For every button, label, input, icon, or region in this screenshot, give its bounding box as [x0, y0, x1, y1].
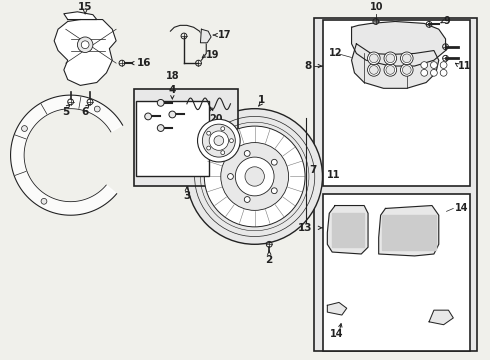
Circle shape — [400, 64, 413, 76]
Text: 3: 3 — [183, 191, 191, 201]
Circle shape — [22, 126, 27, 131]
Circle shape — [157, 125, 164, 131]
Circle shape — [77, 37, 93, 53]
Polygon shape — [332, 213, 364, 247]
Circle shape — [431, 69, 437, 76]
Text: 12: 12 — [329, 49, 343, 58]
Text: 19: 19 — [206, 50, 220, 60]
Circle shape — [369, 54, 378, 63]
Bar — [134, 89, 238, 186]
Circle shape — [221, 143, 289, 210]
Text: 11: 11 — [458, 61, 472, 71]
Text: 17: 17 — [218, 30, 231, 40]
Circle shape — [221, 151, 225, 154]
Text: 20: 20 — [209, 114, 222, 125]
Circle shape — [386, 54, 394, 63]
Circle shape — [369, 66, 378, 74]
Circle shape — [227, 174, 233, 179]
Circle shape — [169, 111, 176, 118]
Bar — [180, 99, 190, 108]
Polygon shape — [382, 215, 436, 250]
Text: 14: 14 — [330, 329, 344, 339]
Circle shape — [402, 54, 411, 63]
Circle shape — [368, 52, 380, 64]
Polygon shape — [429, 310, 453, 325]
Circle shape — [386, 66, 394, 74]
Text: 11: 11 — [327, 170, 341, 180]
Text: 2: 2 — [266, 255, 273, 265]
Polygon shape — [64, 12, 97, 19]
Text: 1: 1 — [258, 95, 265, 105]
Circle shape — [271, 159, 277, 165]
Circle shape — [245, 197, 250, 202]
Circle shape — [214, 136, 224, 145]
Bar — [137, 101, 209, 176]
Polygon shape — [379, 206, 439, 256]
Bar — [322, 19, 470, 186]
Text: 14: 14 — [455, 203, 469, 213]
Circle shape — [402, 66, 411, 74]
Circle shape — [197, 119, 240, 162]
Circle shape — [145, 113, 151, 120]
Circle shape — [187, 109, 322, 244]
Text: 4: 4 — [169, 85, 176, 95]
Text: 5: 5 — [62, 107, 70, 117]
Circle shape — [368, 64, 380, 76]
Circle shape — [421, 69, 428, 76]
Text: 7: 7 — [309, 165, 317, 175]
Circle shape — [235, 157, 274, 196]
Bar — [314, 18, 477, 351]
Circle shape — [204, 126, 305, 227]
Circle shape — [229, 139, 233, 143]
Circle shape — [207, 146, 211, 150]
Polygon shape — [54, 19, 116, 85]
Text: 9: 9 — [443, 17, 450, 27]
Circle shape — [207, 131, 211, 135]
Polygon shape — [327, 302, 347, 315]
Text: 13: 13 — [297, 223, 312, 233]
Circle shape — [245, 150, 250, 156]
Circle shape — [221, 127, 225, 131]
Circle shape — [384, 64, 396, 76]
Text: 8: 8 — [305, 61, 312, 71]
Circle shape — [400, 52, 413, 64]
Circle shape — [202, 124, 235, 157]
Circle shape — [81, 41, 89, 49]
Circle shape — [421, 62, 428, 68]
Circle shape — [440, 69, 447, 76]
Circle shape — [95, 106, 100, 112]
Text: 6: 6 — [81, 107, 89, 117]
Circle shape — [209, 131, 228, 150]
Circle shape — [431, 62, 437, 68]
Circle shape — [384, 52, 396, 64]
Text: 18: 18 — [166, 71, 179, 81]
Circle shape — [440, 62, 447, 68]
Text: 15: 15 — [78, 2, 93, 12]
Text: 16: 16 — [137, 58, 151, 68]
Polygon shape — [11, 95, 122, 215]
Circle shape — [157, 99, 164, 106]
Circle shape — [245, 167, 265, 186]
Circle shape — [41, 198, 47, 204]
Text: 10: 10 — [370, 2, 384, 12]
Polygon shape — [327, 206, 368, 254]
Bar — [322, 194, 470, 351]
Circle shape — [271, 188, 277, 194]
Polygon shape — [200, 29, 211, 43]
Polygon shape — [351, 44, 439, 88]
Polygon shape — [351, 22, 445, 66]
